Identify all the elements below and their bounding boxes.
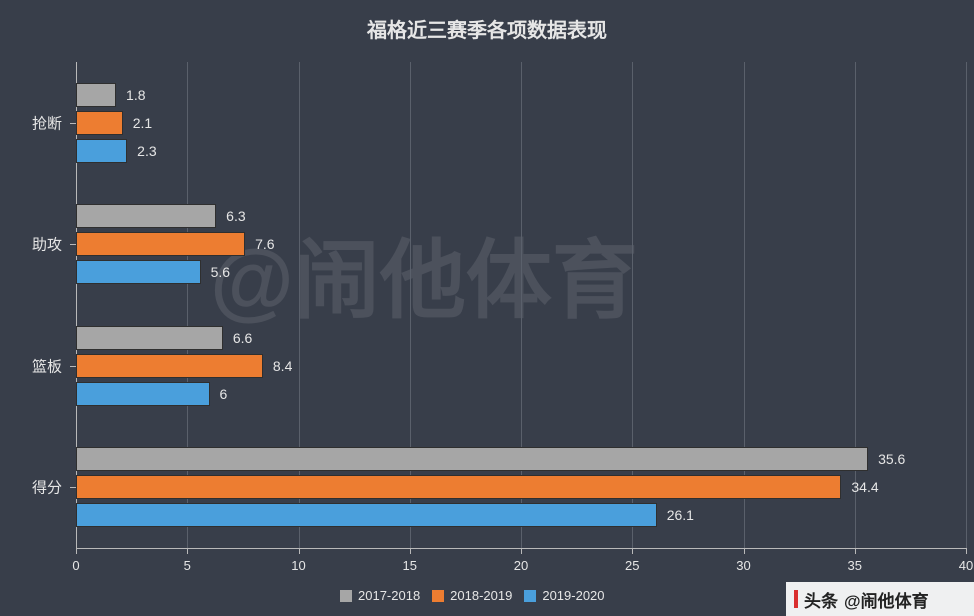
bar xyxy=(76,447,868,471)
x-tick-label: 25 xyxy=(625,558,639,573)
x-tick-label: 0 xyxy=(72,558,79,573)
x-tick-label: 10 xyxy=(291,558,305,573)
bar xyxy=(76,83,116,107)
legend-label: 2019-2020 xyxy=(542,588,604,603)
bar-value-label: 1.8 xyxy=(126,87,145,103)
bar-value-label: 7.6 xyxy=(255,236,274,252)
y-category-label: 抢断 xyxy=(0,112,62,133)
legend-item: 2019-2020 xyxy=(524,588,604,603)
y-category-label: 篮板 xyxy=(0,355,62,376)
bar-value-label: 2.1 xyxy=(133,115,152,131)
x-tick-label: 15 xyxy=(403,558,417,573)
gridline xyxy=(855,62,856,548)
bar xyxy=(76,139,127,163)
bar-value-label: 6.3 xyxy=(226,208,245,224)
bar xyxy=(76,503,657,527)
bar xyxy=(76,232,245,256)
x-axis-line xyxy=(76,548,966,549)
bar-value-label: 8.4 xyxy=(273,358,292,374)
bar xyxy=(76,260,201,284)
bar xyxy=(76,326,223,350)
legend-swatch xyxy=(340,590,352,602)
source-name: @闹他体育 xyxy=(844,587,929,612)
bar-value-label: 6 xyxy=(220,386,228,402)
bar-value-label: 26.1 xyxy=(667,507,694,523)
legend-item: 2017-2018 xyxy=(340,588,420,603)
legend-item: 2018-2019 xyxy=(432,588,512,603)
legend-label: 2017-2018 xyxy=(358,588,420,603)
chart-title: 福格近三赛季各项数据表现 xyxy=(0,14,974,43)
source-prefix: 头条 xyxy=(804,587,838,612)
x-tick-label: 30 xyxy=(736,558,750,573)
legend: 2017-2018 2018-2019 2019-2020 xyxy=(340,588,605,603)
source-accent-bar xyxy=(794,590,798,608)
bar-value-label: 5.6 xyxy=(211,264,230,280)
bar-value-label: 6.6 xyxy=(233,330,252,346)
bar xyxy=(76,475,841,499)
bar-value-label: 35.6 xyxy=(878,451,905,467)
bar xyxy=(76,204,216,228)
bar xyxy=(76,382,210,406)
chart-container: 福格近三赛季各项数据表现 @闹他体育 2017-20182018-2019201… xyxy=(0,0,974,616)
watermark-text: @闹他体育 xyxy=(210,210,638,335)
x-tick-mark xyxy=(966,548,967,554)
bar xyxy=(76,354,263,378)
bar-value-label: 2.3 xyxy=(137,143,156,159)
x-tick-label: 20 xyxy=(514,558,528,573)
x-tick-label: 35 xyxy=(848,558,862,573)
y-category-label: 助攻 xyxy=(0,234,62,255)
gridline xyxy=(966,62,967,548)
source-attribution: 头条 @闹他体育 xyxy=(786,582,974,616)
legend-label: 2018-2019 xyxy=(450,588,512,603)
x-tick-label: 5 xyxy=(184,558,191,573)
bar xyxy=(76,111,123,135)
legend-swatch xyxy=(432,590,444,602)
y-category-label: 得分 xyxy=(0,477,62,498)
legend-swatch xyxy=(524,590,536,602)
bar-value-label: 34.4 xyxy=(851,479,878,495)
x-tick-label: 40 xyxy=(959,558,973,573)
